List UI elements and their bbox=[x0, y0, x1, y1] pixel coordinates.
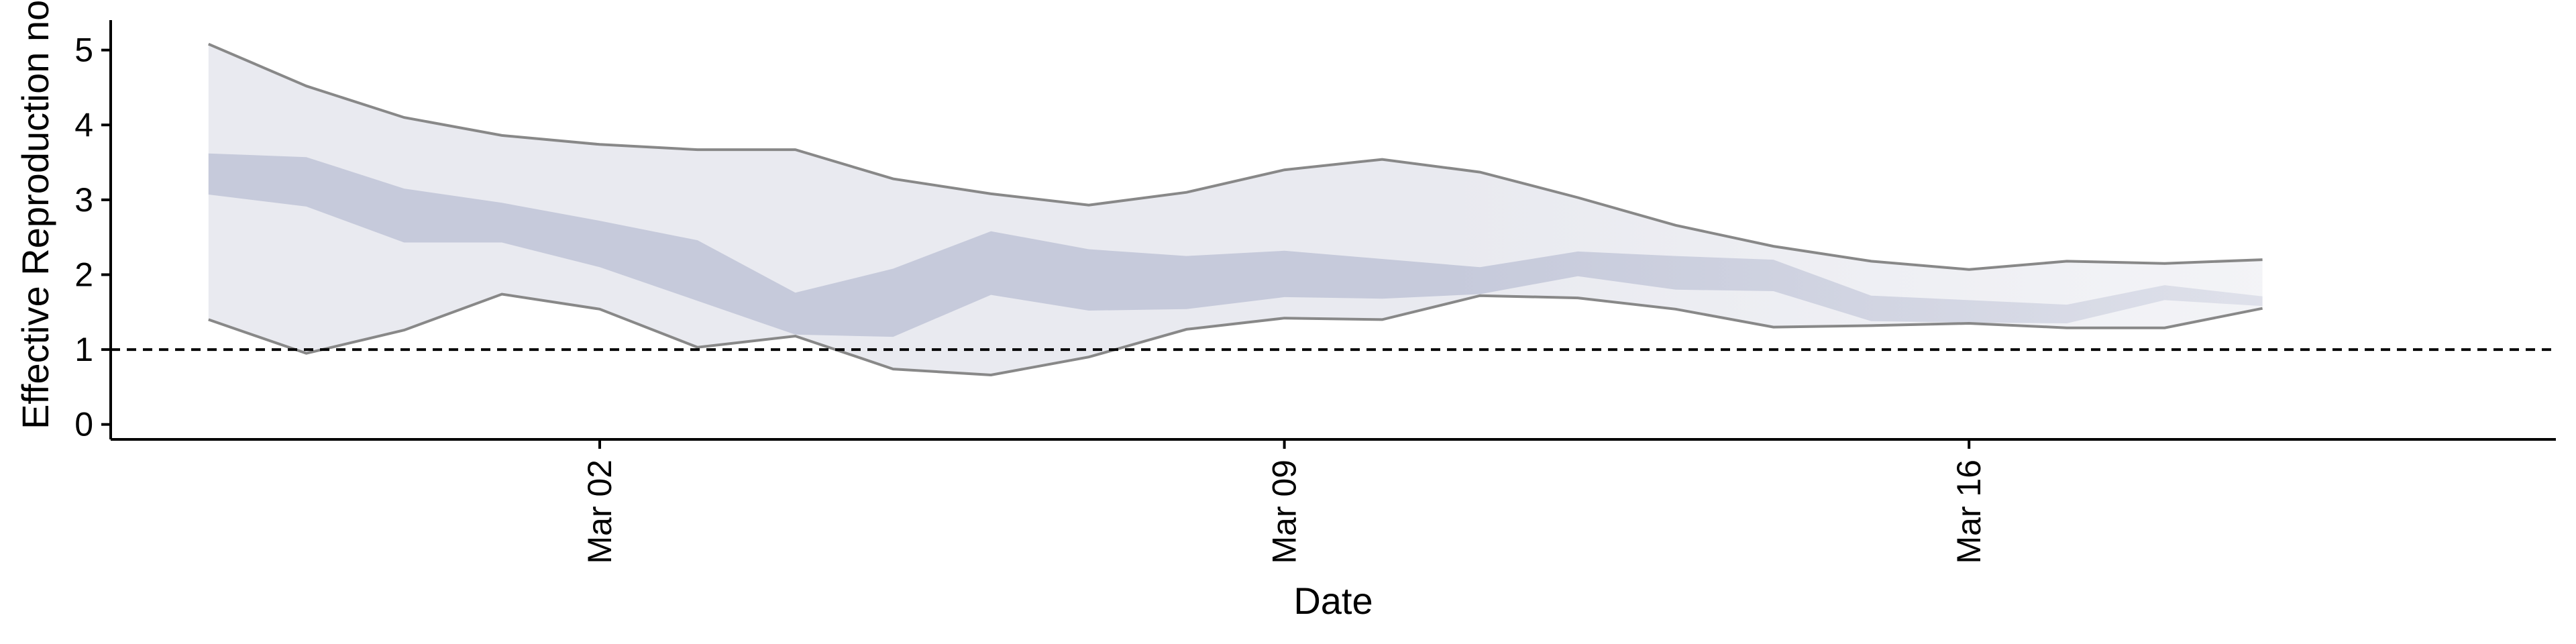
y-tick-label: 5 bbox=[74, 32, 93, 69]
y-tick-label: 3 bbox=[74, 181, 93, 219]
lower-bound-line bbox=[208, 292, 2263, 377]
y-axis-ticks: 0 1 2 3 4 5 bbox=[74, 32, 111, 443]
band-50-percent bbox=[208, 153, 2263, 337]
upper-bound-line bbox=[208, 42, 2263, 271]
y-tick-label: 0 bbox=[74, 406, 93, 443]
interval-bound-lines bbox=[208, 42, 2263, 377]
x-tick-label: Mar 09 bbox=[1266, 460, 1303, 564]
uncertainty-bands bbox=[208, 44, 2263, 375]
x-tick-label: Mar 02 bbox=[581, 460, 619, 564]
x-axis-ticks: Mar 02 Mar 09 Mar 16 bbox=[581, 439, 1988, 564]
x-tick-label: Mar 16 bbox=[1950, 460, 1988, 564]
y-tick-label: 1 bbox=[74, 331, 93, 368]
y-tick-label: 2 bbox=[74, 256, 93, 293]
y-tick-label: 4 bbox=[74, 106, 93, 144]
y-axis-title: Effective Reproduction no bbox=[14, 0, 56, 429]
x-axis-title: Date bbox=[1293, 580, 1373, 622]
